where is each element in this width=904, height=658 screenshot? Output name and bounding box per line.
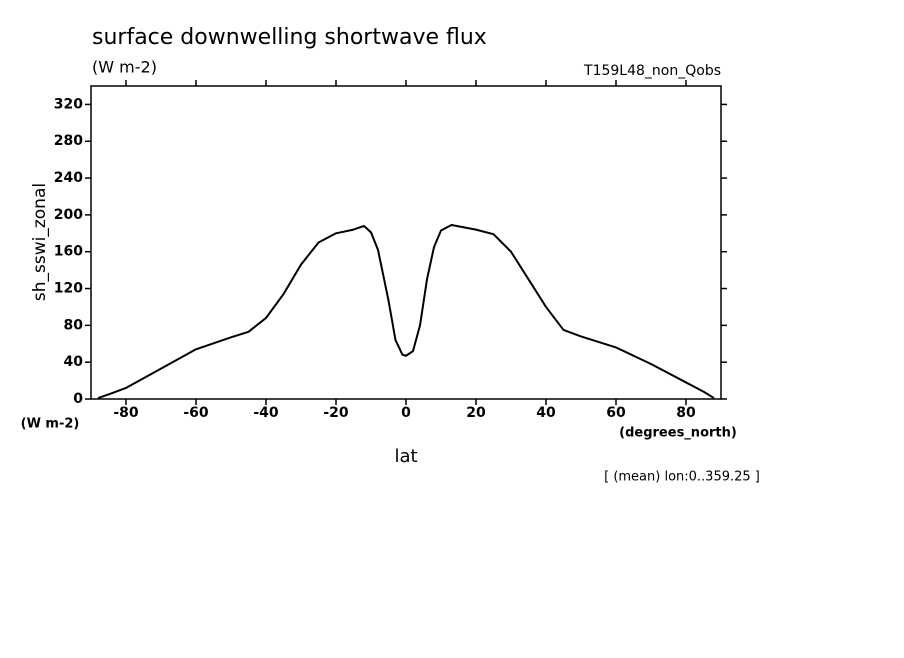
y-tick-label: 120 [54,281,83,297]
y-tick-label: 200 [54,207,83,223]
x-unit: (degrees_north) [619,426,737,441]
y-tick-label: 240 [54,170,83,186]
annotation: T159L48_non_Qobs [583,63,721,79]
y-tick-label: 280 [54,133,83,149]
x-axis-label: lat [394,446,417,467]
x-tick-label: 0 [401,405,411,421]
chart-subtitle: (W m-2) [92,58,157,77]
x-tick-label: -60 [183,405,209,421]
chart-title: surface downwelling shortwave flux [92,25,487,50]
x-tick-label: 60 [606,405,626,421]
y-tick-label: 80 [64,317,84,333]
y-tick-label: 320 [54,96,83,112]
data-line [97,224,715,400]
y-axis-label: sh_sswi_zonal [30,183,50,301]
x-tick-label: 80 [676,405,696,421]
y-tick-label: 40 [64,354,84,370]
y-tick-label: 160 [54,244,83,260]
y-unit: (W m-2) [21,417,80,432]
x-tick-label: 40 [536,405,556,421]
footnote: [ (mean) lon:0..359.25 ] [604,470,760,485]
x-tick-label: -40 [253,405,279,421]
x-tick-label: -20 [323,405,349,421]
y-tick-label: 0 [73,391,83,407]
x-tick-label: -80 [113,405,139,421]
x-tick-label: 20 [466,405,486,421]
